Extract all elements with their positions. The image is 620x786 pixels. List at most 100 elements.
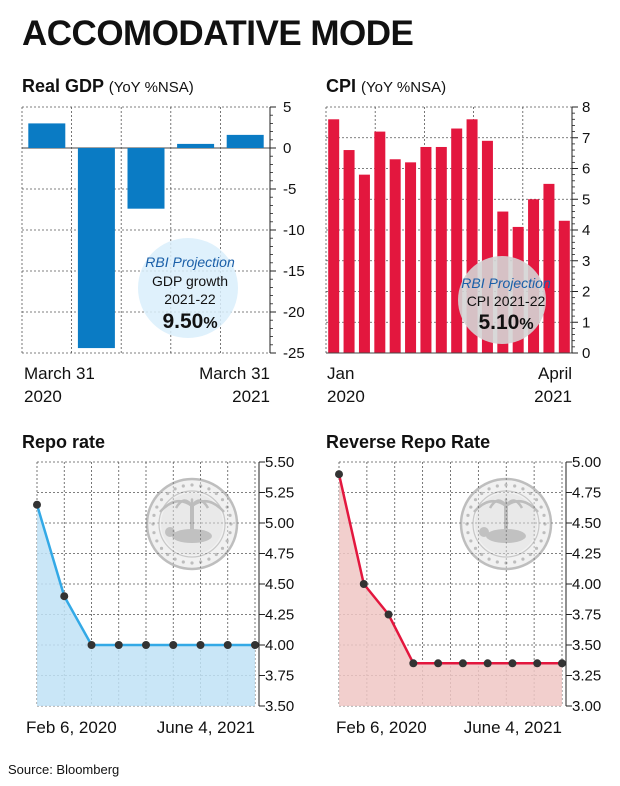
- reverse-rbi-seal-icon: [459, 477, 553, 571]
- reverse-seal-part: [469, 505, 473, 509]
- repo-y-tick-label: 4.75: [265, 546, 294, 563]
- reverse-x-label-start: Feb 6, 2020: [336, 718, 427, 737]
- repo-seal-part: [190, 483, 194, 487]
- cpi-x-label-end-line1: April: [538, 364, 572, 383]
- repo-seal-part: [151, 522, 155, 526]
- repo-rbi-seal-icon: [145, 477, 239, 571]
- reverse-y-tick-label: 3.75: [572, 607, 601, 624]
- cpi-bar: [374, 131, 386, 353]
- reverse-data-point: [335, 470, 343, 479]
- gdp-x-label-start-line1: March 31: [24, 364, 95, 383]
- gdp-panel-title: Real GDP (YoY %NSA): [22, 76, 194, 97]
- gdp-projection-value: 9.50%: [162, 310, 217, 333]
- reverse-seal-part: [504, 561, 508, 565]
- cpi-bar: [343, 150, 355, 353]
- repo-data-point: [142, 641, 150, 649]
- cpi-panel-title: CPI (YoY %NSA): [326, 76, 446, 97]
- reverse-seal-part: [487, 557, 491, 561]
- cpi-bar: [420, 146, 432, 353]
- reverse-y-tick-label: 3.00: [572, 698, 601, 715]
- repo-seal-part: [159, 498, 164, 502]
- gdp-projection-title: RBI Projection: [145, 254, 235, 270]
- cpi-bar: [558, 220, 570, 353]
- repo-seal-part: [214, 552, 218, 557]
- gdp-bar: [28, 123, 66, 148]
- reverse-seal-part: [469, 539, 473, 543]
- reverse-data-point: [409, 659, 418, 668]
- repo-seal-part: [159, 546, 164, 550]
- reverse-seal-part: [495, 484, 499, 488]
- repo-seal-part: [166, 491, 170, 496]
- reverse-seal-part: [466, 531, 470, 535]
- repo-seal-part: [220, 498, 225, 502]
- repo-seal-part: [229, 522, 233, 526]
- cpi-bar: [435, 146, 447, 353]
- repo-seal-part: [181, 560, 185, 564]
- repo-x-label-start: Feb 6, 2020: [26, 718, 117, 737]
- cpi-y-tick-label: 3: [582, 253, 590, 270]
- gdp-bar: [127, 148, 165, 209]
- cpi-bar: [389, 159, 401, 353]
- repo-seal-part: [220, 546, 225, 550]
- reverse-data-point: [384, 610, 393, 619]
- gdp-y-tick-label: -5: [283, 181, 296, 198]
- repo-panel-title: Repo rate: [22, 432, 105, 453]
- cpi-projection-line1: CPI 2021-22: [467, 293, 546, 309]
- repo-seal-part: [199, 484, 203, 488]
- cpi-projection-title: RBI Projection: [461, 275, 551, 291]
- cpi-x-label-start-line1: Jan: [327, 364, 354, 383]
- gdp-chart: 5 0 -5 -10 -15 -20 -25 RBI Projection GDP growth…: [21, 99, 305, 406]
- repo-seal-part: [181, 484, 185, 488]
- gdp-projection-number: 9.50: [162, 310, 203, 333]
- reverse-area-fill: [339, 474, 562, 706]
- reverse-seal-part: [539, 539, 543, 543]
- repo-seal-part: [174, 499, 194, 509]
- reverse-data-point: [434, 659, 443, 668]
- reverse-seal-part: [521, 487, 525, 491]
- repo-seal-part: [225, 505, 229, 509]
- repo-seal-part: [228, 531, 232, 535]
- reverse-seal-part: [465, 522, 469, 526]
- repo-seal-part: [166, 552, 170, 557]
- reverse-seal-part: [472, 490, 540, 558]
- reverse-y-tick-label: 3.50: [572, 637, 601, 654]
- gdp-y-tick-label: -20: [283, 304, 305, 321]
- repo-y-tick-label: 3.75: [265, 668, 294, 685]
- reverse-seal-part: [488, 499, 508, 509]
- repo-data-point: [196, 641, 205, 649]
- reverse-seal-part: [513, 560, 517, 564]
- cpi-y-tick-label: 8: [582, 99, 590, 116]
- repo-seal-part: [207, 487, 211, 491]
- cpi-bar: [405, 162, 417, 353]
- cpi-bar: [328, 119, 340, 353]
- cpi-projection-value: 5.10%: [478, 311, 533, 334]
- repo-y-tick-label: 3.50: [265, 698, 294, 715]
- reverse-y-tick-label: 4.50: [572, 515, 601, 532]
- repo-seal-part: [165, 527, 175, 537]
- cpi-bar: [543, 183, 555, 353]
- reverse-x-label-end: June 4, 2021: [464, 718, 562, 737]
- gdp-projection-line1: GDP growth: [152, 273, 228, 289]
- reverse-data-point: [533, 659, 542, 668]
- reverse-y-tick-label: 4.75: [572, 485, 601, 502]
- reverse-seal-part: [486, 529, 526, 543]
- repo-seal-part: [190, 506, 194, 530]
- reverse-data-point: [359, 580, 368, 588]
- gdp-bar: [177, 143, 215, 148]
- cpi-projection-bubble: [458, 256, 546, 344]
- reverse-y-tick-label: 3.25: [572, 668, 601, 685]
- repo-seal-part: [190, 561, 194, 565]
- repo-seal-part: [199, 560, 203, 564]
- repo-seal-part: [207, 557, 211, 561]
- reverse-seal-part: [534, 498, 539, 502]
- repo-y-tick-label: 4.00: [265, 637, 294, 654]
- gdp-projection-bubble: [138, 238, 238, 338]
- gdp-x-label-start-line2: 2020: [24, 387, 62, 406]
- reverse-seal-part: [466, 513, 470, 517]
- reverse-seal-part: [473, 498, 478, 502]
- cpi-projection-number: 5.10: [478, 311, 519, 334]
- repo-chart: 5.50 5.25 5.00 4.75 4.50 4.25 4.00 3.75 3.50 Feb …: [26, 454, 294, 737]
- cpi-chart: 8 7 6 5 4 3 2 1 0 RBI Projection CPI 2021-22 5.10% J…: [325, 99, 590, 406]
- repo-y-tick-label: 5.00: [265, 515, 294, 532]
- reverse-seal-part: [528, 491, 532, 496]
